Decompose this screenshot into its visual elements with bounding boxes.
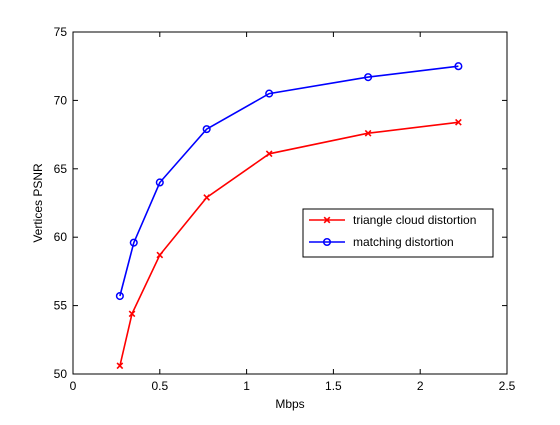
y-tick-label: 60	[54, 230, 68, 244]
data-point	[155, 178, 164, 187]
data-point	[265, 150, 273, 158]
legend-marker	[322, 237, 332, 247]
data-point	[116, 362, 124, 370]
x-tick-label: 0	[70, 379, 77, 393]
data-point-stroke	[364, 129, 372, 137]
data-point-stroke	[265, 150, 273, 158]
x-tick-label: 2.5	[499, 379, 516, 393]
x-axis-label: Mbps	[275, 397, 304, 411]
data-point	[364, 129, 372, 137]
legend-marker-stroke	[323, 216, 331, 224]
legend-label: matching distortion	[353, 235, 454, 249]
data-point	[454, 62, 463, 71]
legend-box	[302, 208, 494, 258]
y-axis-label: Vertices PSNR	[31, 163, 45, 243]
data-point	[156, 251, 164, 259]
x-tick-label: 1.5	[325, 379, 342, 393]
x-tick-label: 0.5	[151, 379, 168, 393]
legend-entry: triangle cloud distortion	[309, 213, 476, 227]
y-tick-label: 70	[54, 93, 68, 107]
series-layer	[115, 62, 463, 370]
legend: triangle cloud distortion matching distor…	[302, 208, 494, 258]
y-tick-label: 75	[54, 25, 68, 39]
data-point	[128, 310, 136, 318]
series-1	[115, 62, 463, 301]
tick-labels: 0 0.5 1 1.5 2 2.5 50 55 60 65 70 75	[54, 25, 516, 393]
plot-area	[72, 31, 508, 375]
data-point	[115, 291, 124, 301]
x-tick-label: 2	[417, 379, 424, 393]
y-tick-label: 65	[54, 162, 68, 176]
data-point	[455, 118, 462, 126]
legend-items: triangle cloud distortion matching distor…	[309, 213, 476, 249]
y-tick-label: 50	[54, 367, 68, 381]
legend-marker	[323, 216, 331, 224]
data-point-stroke	[455, 118, 462, 126]
data-point	[202, 125, 211, 134]
data-point-stroke	[156, 251, 164, 259]
legend-label: triangle cloud distortion	[353, 213, 476, 227]
data-point-stroke	[116, 362, 124, 370]
legend-entry: matching distortion	[309, 235, 454, 249]
data-point	[129, 238, 138, 247]
series-0	[116, 118, 462, 370]
data-point	[203, 194, 211, 201]
series-line	[119, 65, 459, 297]
data-point-stroke	[128, 310, 136, 318]
y-tick-label: 55	[54, 299, 68, 313]
axis-ticks	[72, 31, 508, 375]
data-point	[265, 89, 274, 98]
data-point-stroke	[203, 194, 211, 201]
data-point	[364, 73, 373, 82]
x-tick-label: 1	[243, 379, 250, 393]
